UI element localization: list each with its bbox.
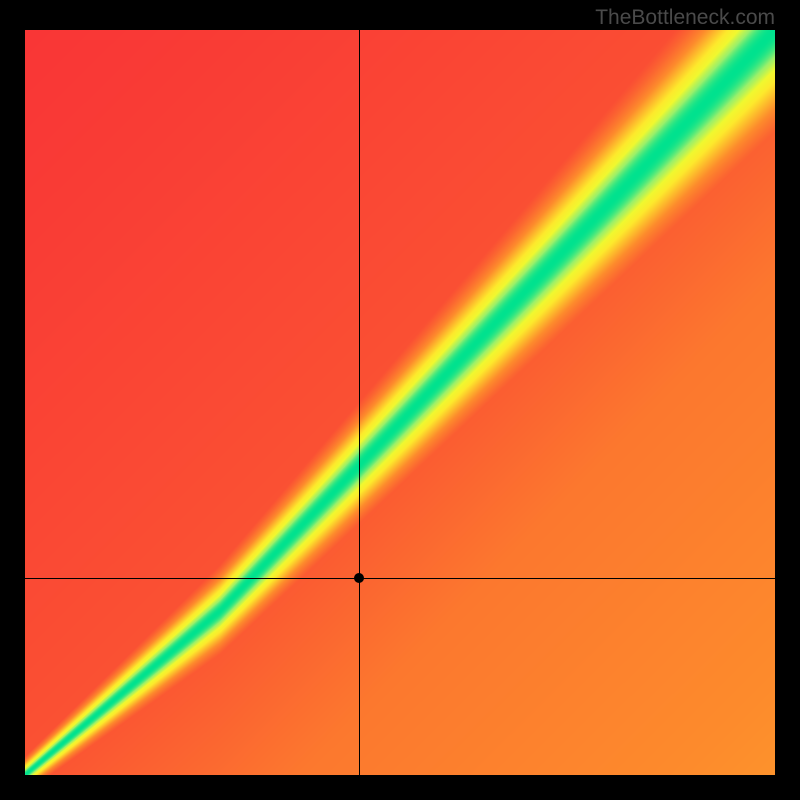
chart-container: TheBottleneck.com (0, 0, 800, 800)
crosshair-point (354, 573, 364, 583)
heatmap-plot (25, 30, 775, 775)
heatmap-canvas (25, 30, 775, 775)
watermark-text: TheBottleneck.com (595, 6, 775, 30)
crosshair-vertical (359, 30, 360, 775)
crosshair-horizontal (25, 578, 775, 579)
